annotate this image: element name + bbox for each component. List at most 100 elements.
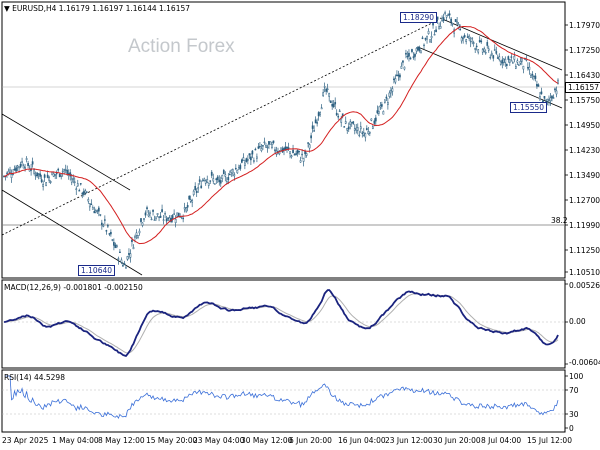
- candle-body: [346, 127, 349, 131]
- candle-body: [499, 61, 502, 65]
- candle-body: [54, 174, 57, 176]
- candle-body: [376, 110, 379, 114]
- candlesticks: [3, 10, 559, 269]
- candle-body: [280, 147, 282, 151]
- candle-body: [307, 142, 309, 144]
- candle-body: [123, 263, 126, 265]
- candle-body: [137, 235, 139, 238]
- candle-body: [498, 56, 501, 60]
- candle-body: [335, 112, 338, 116]
- candle-body: [313, 130, 315, 132]
- candle-body: [168, 217, 171, 222]
- candle-body: [551, 95, 553, 99]
- candle-body: [328, 92, 331, 97]
- candle-body: [165, 218, 168, 222]
- candle-body: [135, 232, 138, 236]
- candle-body: [143, 218, 145, 221]
- candle-body: [146, 207, 148, 210]
- candle-body: [122, 265, 124, 267]
- candle-body: [302, 158, 305, 162]
- candle-body: [200, 185, 203, 189]
- time-tick: 8 Jul 04:00: [481, 436, 522, 445]
- rsi-tick: 100: [569, 372, 584, 381]
- macd-tick: 0.005267: [569, 281, 600, 290]
- candle-body: [417, 46, 419, 51]
- candle-body: [293, 154, 296, 156]
- candle-body: [539, 96, 541, 100]
- candle-body: [144, 212, 147, 216]
- candle-body: [85, 191, 88, 193]
- candle-body: [486, 42, 489, 46]
- candle-body: [487, 48, 490, 51]
- candle-body: [540, 91, 543, 95]
- price-tick: 1.12700: [569, 196, 600, 205]
- recent-low-label: 1.15550: [510, 102, 548, 113]
- candle-body: [250, 156, 252, 161]
- candle-body: [164, 213, 166, 215]
- candle-body: [254, 148, 257, 151]
- candle-body: [19, 164, 22, 168]
- candle-body: [99, 214, 102, 216]
- time-tick: 30 Jun 20:00: [433, 436, 481, 445]
- price-tick: 1.14950: [569, 121, 600, 130]
- candle-body: [274, 149, 276, 151]
- candle-body: [94, 210, 97, 213]
- candle-body: [349, 121, 352, 125]
- candle-body: [101, 222, 103, 225]
- candle-body: [147, 213, 150, 217]
- low-label: 1.10640: [78, 265, 116, 276]
- macd-main-line: [3, 289, 559, 358]
- time-tick: 8 May 12:00: [98, 436, 145, 445]
- candle-body: [108, 233, 111, 235]
- candle-body: [49, 181, 52, 183]
- candle-body: [350, 121, 353, 124]
- candle-body: [129, 253, 132, 258]
- axis-tick-marks: [565, 24, 568, 429]
- candle-body: [52, 173, 55, 177]
- trend-line-dotted: [1, 19, 439, 236]
- candle-body: [90, 203, 93, 206]
- candle-body: [322, 92, 325, 97]
- candle-body: [537, 84, 540, 87]
- time-tick: 15 Jul 12:00: [527, 436, 572, 445]
- candle-body: [91, 207, 94, 210]
- candle-body: [480, 40, 483, 43]
- candle-body: [405, 52, 407, 55]
- candle-body: [412, 56, 415, 58]
- candle-body: [340, 118, 343, 123]
- candle-body: [16, 165, 19, 168]
- candle-body: [155, 216, 157, 219]
- candle-body: [171, 215, 174, 219]
- candle-body: [206, 179, 209, 183]
- rsi-header: RSI(14) 44.5298: [4, 373, 65, 382]
- candle-body: [233, 174, 236, 177]
- candle-body: [409, 57, 412, 60]
- candle-body: [194, 186, 197, 191]
- rsi-tick: 30: [569, 410, 579, 419]
- candle-body: [514, 65, 517, 69]
- candle-body: [237, 167, 240, 170]
- candle-body: [442, 17, 445, 21]
- candle-body: [48, 176, 51, 181]
- candle-body: [156, 213, 159, 215]
- candle-body: [435, 29, 437, 33]
- candle-body: [355, 127, 358, 131]
- candle-body: [73, 181, 76, 183]
- candle-body: [323, 86, 326, 88]
- candle-body: [481, 49, 484, 53]
- candle-body: [241, 159, 243, 163]
- candle-body: [438, 26, 440, 30]
- candle-body: [447, 14, 449, 16]
- candle-body: [93, 210, 96, 214]
- candle-body: [119, 251, 121, 254]
- candle-body: [423, 44, 425, 47]
- candle-body: [466, 36, 469, 38]
- candle-body: [231, 169, 234, 174]
- price-tick: 1.17250: [569, 46, 600, 55]
- candle-body: [61, 170, 64, 173]
- candle-body: [474, 48, 477, 50]
- candle-body: [439, 26, 442, 29]
- candle-body: [424, 37, 427, 40]
- candle-body: [265, 145, 267, 148]
